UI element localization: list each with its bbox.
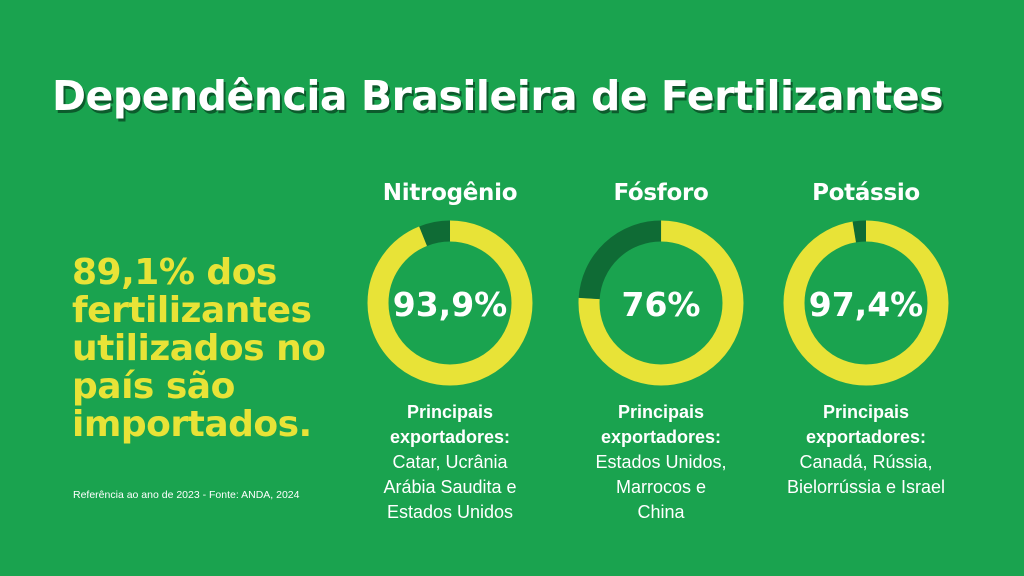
nitrogen-column: Nitrogênio 93,9% Principais exportadores… — [350, 176, 550, 525]
donut-chart-potassium: 97,4% — [783, 220, 949, 386]
exporter-line: Canadá, Rússia, — [799, 452, 933, 472]
exporters-list: Canadá, Rússia, Bielorrússia e Israel — [766, 450, 966, 500]
page-title: Dependência Brasileira de Fertilizantes — [52, 72, 944, 120]
exporter-line: Marrocos e — [615, 477, 707, 497]
donut-chart-nitrogen: 93,9% — [367, 220, 533, 386]
source-reference: Referência ao ano de 2023 - Fonte: ANDA,… — [73, 489, 300, 501]
phosphorus-column: Fósforo 76% Principais exportadores: Est… — [561, 176, 761, 525]
exporter-line: China — [637, 502, 685, 522]
exporter-line: Arábia Saudita e — [383, 477, 517, 497]
import-share-headline: 89,1% dos fertilizantes utilizados no pa… — [72, 252, 326, 445]
exporters-label: Principais exportadores: — [389, 402, 511, 447]
potassium-column: Potássio 97,4% Principais exportadores: … — [766, 176, 966, 500]
exporters-list: Estados Unidos, Marrocos e China — [561, 450, 761, 525]
donut-slice-domestic — [578, 220, 744, 386]
exporter-line: Estados Unidos — [386, 502, 514, 522]
chart-title-potassium: Potássio — [812, 180, 920, 206]
chart-title-phosphorus: Fósforo — [613, 180, 709, 206]
donut-value-label: 93,9% — [393, 285, 508, 324]
chart-title-nitrogen: Nitrogênio — [382, 180, 518, 206]
donut-slice-imported — [783, 220, 949, 386]
donut-chart-phosphorus: 76% — [578, 220, 744, 386]
donut-value-label: 76% — [622, 285, 701, 324]
donut-value-label: 97,4% — [809, 285, 924, 324]
exporters-list: Catar, Ucrânia Arábia Saudita e Estados … — [350, 450, 550, 525]
donut-slice-domestic — [783, 220, 949, 386]
exporters-label: Principais exportadores: — [600, 402, 722, 447]
exporters-label: Principais exportadores: — [805, 402, 927, 447]
exporter-line: Estados Unidos, — [595, 452, 727, 472]
exporter-line: Catar, Ucrânia — [392, 452, 508, 472]
exporter-line: Bielorrússia e Israel — [786, 477, 946, 497]
